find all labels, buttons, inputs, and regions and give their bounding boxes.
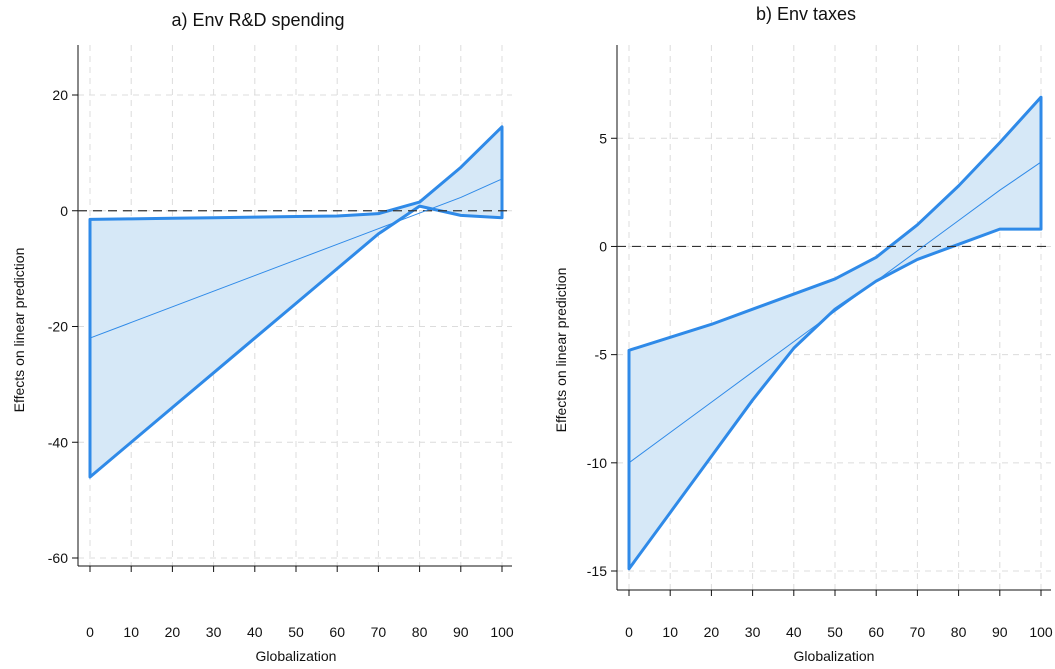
- panel-a-y-axis-label: Effects on linear prediction: [11, 248, 27, 413]
- panel-a-y-tick-label: 0: [60, 203, 68, 219]
- panel-b: b) Env taxes Effects on linear predictio…: [553, 4, 1053, 664]
- panel-a-y-tick-label: -40: [48, 434, 68, 450]
- panel-a-x-tick-label: 90: [453, 624, 469, 640]
- panel-a-y-tick-label: -20: [48, 319, 68, 335]
- panel-a-x-tick-label: 30: [206, 624, 222, 640]
- panel-b-x-tick-label: 50: [827, 624, 843, 640]
- panel-b-y-tick-label: 0: [599, 238, 607, 254]
- panel-a-x-tick-label: 10: [123, 624, 139, 640]
- panel-b-x-tick-label: 70: [910, 624, 926, 640]
- panel-a-x-axis-label: Globalization: [256, 648, 337, 664]
- panel-a-x-tick-label: 70: [371, 624, 387, 640]
- panel-a-y-tick-label: -60: [48, 550, 68, 566]
- panel-b-x-tick-label: 80: [951, 624, 967, 640]
- panel-b-x-tick-label: 30: [745, 624, 761, 640]
- panel-a-x-tick-label: 100: [490, 624, 514, 640]
- panel-b-x-axis-label: Globalization: [794, 648, 875, 664]
- panel-a-x-tick-label: 20: [165, 624, 181, 640]
- panel-a: a) Env R&D spending Effects on linear pr…: [11, 10, 514, 664]
- panel-b-y-tick-label: 5: [599, 130, 607, 146]
- panel-a-estimate-line: [89, 178, 503, 339]
- panel-b-y-axis-label: Effects on linear prediction: [553, 268, 569, 433]
- panel-b-x-tick-label: 0: [625, 624, 633, 640]
- panel-b-x-tick-label: 10: [662, 624, 678, 640]
- panel-b-x-tick-label: 60: [868, 624, 884, 640]
- panel-a-x-tick-label: 50: [288, 624, 304, 640]
- panel-a-x-tick-label: 0: [86, 624, 94, 640]
- panel-b-estimate-line: [628, 161, 1042, 464]
- panel-b-y-tick-label: -5: [595, 347, 608, 363]
- panel-a-title: a) Env R&D spending: [171, 10, 344, 30]
- panel-b-x-tick-label: 40: [786, 624, 802, 640]
- panel-a-x-tick-label: 80: [412, 624, 428, 640]
- panel-b-y-tick-label: -10: [587, 455, 607, 471]
- panel-b-x-tick-label: 100: [1029, 624, 1053, 640]
- panel-b-y-tick-label: -15: [587, 563, 607, 579]
- panel-a-x-tick-label: 60: [329, 624, 345, 640]
- panel-a-confidence-band: [88, 125, 504, 479]
- panel-b-confidence-band: [627, 95, 1043, 571]
- panel-a-x-tick-label: 40: [247, 624, 263, 640]
- panel-a-y-tick-label: 20: [52, 87, 68, 103]
- panel-a-plot-area: 20 0 -20 -40 -60 0 10 20 30 40 50 60 70 80 90 100: [48, 45, 514, 640]
- panel-b-plot-area: 50-5-10-150 10 20 30 40 50 60 70 80 90 100: [587, 45, 1053, 640]
- panel-b-x-tick-label: 90: [992, 624, 1008, 640]
- panel-b-x-tick-label: 20: [704, 624, 720, 640]
- panel-b-title: b) Env taxes: [756, 4, 856, 24]
